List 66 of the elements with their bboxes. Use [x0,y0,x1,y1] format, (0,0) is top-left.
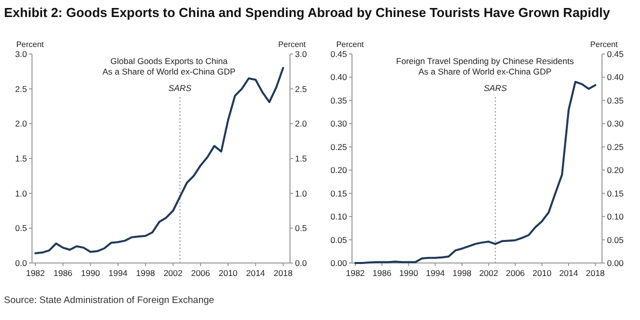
y2-tick-label: 0.15 [607,188,624,198]
x-tick-label: 2006 [506,268,526,278]
x-tick-label: 1986 [54,268,73,278]
y-tick-label: 0.15 [330,188,348,198]
y2-tick-label: 0.05 [607,234,624,245]
y-axis-title: Percent [336,40,365,49]
x-tick-label: 2002 [164,268,183,278]
y2-tick-label: 1.5 [295,154,308,164]
x-tick-label: 2018 [274,268,293,278]
x-tick-label: 2006 [191,268,210,278]
ref-line-label: SARS [484,83,508,93]
x-tick-label: 1986 [372,268,392,278]
y2-axis-title: Percent [278,40,307,49]
y2-tick-label: 0.0 [295,258,308,268]
x-tick-label: 2010 [218,268,238,278]
source-note: Source: State Administration of Foreign Exchange [4,295,214,306]
x-tick-label: 2014 [246,268,266,278]
y-tick-label: 0.25 [330,142,348,152]
x-tick-label: 2014 [559,268,578,278]
y2-tick-label: 0.10 [607,212,624,222]
y2-tick-label: 0.5 [295,223,308,234]
chart-title: Exhibit 2: Goods Exports to China and Spending Abroad by Chinese Tourists Have Grown Rapidly [4,5,611,20]
x-tick-label: 1990 [81,268,100,278]
y-tick-label: 0.20 [330,165,348,176]
y-tick-label: 2.5 [15,84,28,94]
y-tick-label: 0.10 [330,212,348,222]
y-tick-label: 0.00 [330,258,348,268]
x-tick-label: 2018 [586,268,606,278]
y2-axis-title: Percent [590,40,619,49]
y-tick-label: 0.35 [330,95,348,106]
x-tick-label: 1994 [426,268,446,278]
x-tick-label: 1982 [26,268,46,278]
y-tick-label: 0.05 [330,234,348,245]
x-tick-label: 2010 [532,268,552,278]
y2-tick-label: 0.30 [607,118,624,129]
line-series [354,80,596,264]
y-tick-label: 0.45 [330,49,348,59]
ref-line-label: SARS [168,83,192,93]
y-tick-label: 2.0 [15,118,28,129]
y2-tick-label: 2.0 [295,118,308,129]
y2-tick-label: 1.0 [295,188,308,198]
y2-tick-label: 2.5 [295,84,308,94]
x-tick-label: 1998 [452,268,472,278]
y2-tick-label: 3.0 [295,49,308,59]
y2-tick-label: 0.40 [607,72,624,82]
x-tick-label: 2002 [479,268,498,278]
x-tick-label: 1998 [136,268,156,278]
y-tick-label: 1.0 [15,188,28,198]
y-tick-label: 0.5 [15,223,28,234]
y2-tick-label: 0.45 [607,49,624,59]
y-axis-title: Percent [16,40,45,49]
y2-tick-label: 0.20 [607,165,624,176]
y-tick-label: 0.30 [330,118,348,129]
line-series [34,66,284,254]
y-tick-label: 0.40 [330,72,348,82]
x-tick-label: 1990 [399,268,418,278]
x-tick-label: 1994 [108,268,128,278]
y-tick-label: 0.0 [15,258,28,268]
y-tick-label: 1.5 [15,154,28,164]
y-tick-label: 3.0 [15,49,28,59]
text: Global Goods Exports to China As a Share of World ex-China GDP [102,56,236,76]
y2-tick-label: 0.00 [607,258,624,268]
y2-tick-label: 0.35 [607,95,624,106]
y2-tick-label: 0.25 [607,142,624,152]
text: Foreign Travel Spending by Chinese Residents As a Share of World ex-China GDP [396,56,574,76]
x-tick-label: 1982 [346,268,366,278]
